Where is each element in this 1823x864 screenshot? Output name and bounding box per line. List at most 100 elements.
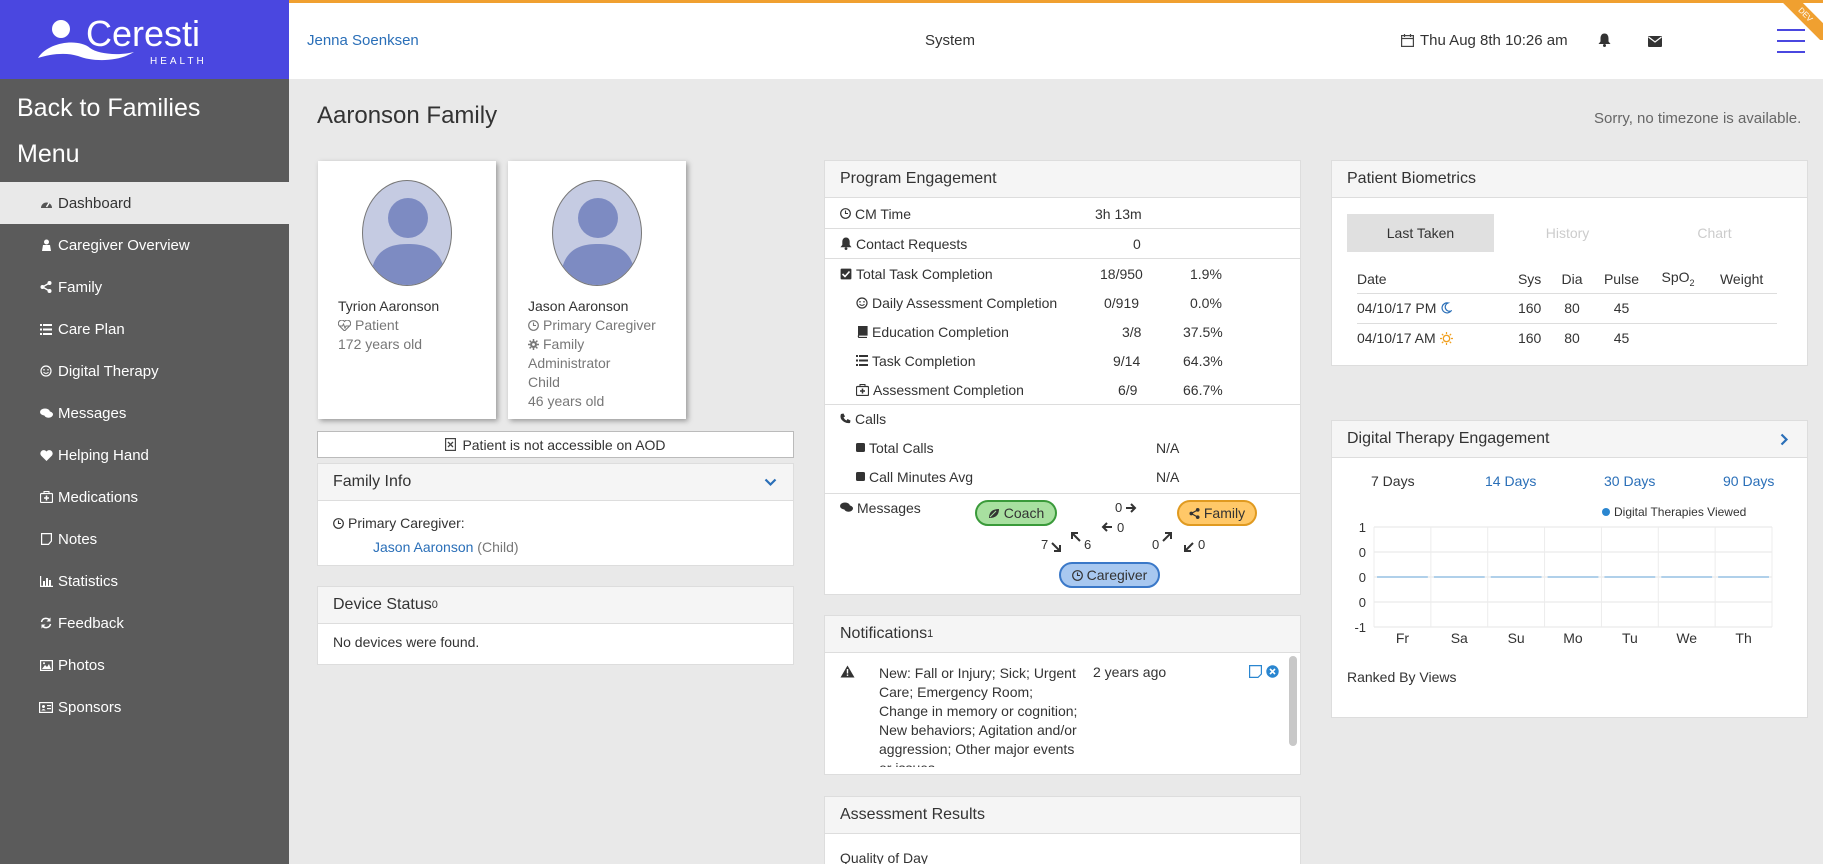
note-icon[interactable] [1249, 665, 1262, 678]
sidebar-item-label: Messages [58, 404, 127, 422]
sidebar-item-label: Notes [58, 530, 98, 548]
sidebar-item-family[interactable]: Family [0, 266, 289, 308]
task-pct: 64.3% [1183, 352, 1223, 369]
dashboard-icon [38, 198, 54, 209]
sidebar-item-label: Caregiver Overview [58, 236, 190, 254]
reading-date: 04/10/17 PM [1357, 300, 1437, 316]
list-icon [856, 355, 868, 366]
arrow-left-icon [1101, 522, 1112, 532]
table-row: 04/10/17 AM 160 80 45 [1357, 323, 1777, 353]
legend-dot [1602, 508, 1610, 516]
digital-therapy-chart: 1 0 0 0 -1 Fr Sa Su Mo Tu We Th [1354, 520, 1773, 646]
family-info-header[interactable]: Family Info [318, 464, 793, 501]
sidebar-item-care-plan[interactable]: Care Plan [0, 308, 289, 350]
envelope-icon[interactable] [1648, 34, 1662, 51]
panel-title: Program Engagement [840, 170, 997, 187]
sidebar-item-label: Statistics [58, 572, 119, 590]
dia-value: 80 [1564, 330, 1580, 347]
person-role: Primary Caregiver [543, 317, 656, 333]
notifications-scrollbar[interactable] [1289, 656, 1297, 746]
chevron-down-icon[interactable] [764, 478, 777, 487]
panel-title: Family Info [333, 473, 412, 490]
contact-requests-value: 0 [1133, 235, 1141, 252]
y-tick-label: 0 [1359, 595, 1366, 610]
caregiver-relation: (Child) [477, 539, 519, 555]
chevron-right-icon[interactable] [1780, 433, 1789, 446]
column-header: Dia [1550, 265, 1594, 294]
user-silhouette-icon [370, 198, 446, 285]
notifications-list: New: Fall or Injury; Sick; Urgent Care; … [825, 654, 1300, 767]
smile-icon [856, 296, 868, 309]
coach-pill[interactable]: Coach [975, 500, 1057, 526]
coach-to-family-count: 0 [1115, 500, 1123, 515]
weight-value [1706, 323, 1777, 353]
patient-biometrics-panel: Patient Biometrics Last Taken History Ch… [1331, 160, 1808, 366]
sidebar-item-feedback[interactable]: Feedback [0, 602, 289, 644]
comments-icon [840, 502, 853, 512]
person-name: Tyrion Aaronson [338, 298, 440, 314]
square-icon [856, 443, 865, 452]
sidebar-item-notes[interactable]: Notes [0, 518, 289, 560]
y-tick-label: 0 [1359, 545, 1366, 560]
tab-last-taken[interactable]: Last Taken [1347, 214, 1494, 252]
panel-title: Notifications [840, 625, 928, 642]
sidebar-nav: Dashboard Caregiver Overview Family Care… [0, 182, 289, 728]
dia-value: 80 [1550, 293, 1594, 324]
back-to-families-link[interactable]: Back to Families [17, 94, 201, 122]
avatar [362, 180, 452, 286]
share-icon [1189, 507, 1200, 519]
tab-7-days[interactable]: 7 Days [1371, 473, 1415, 489]
sidebar-item-label: Care Plan [58, 320, 125, 338]
sidebar-item-label: Photos [58, 656, 105, 674]
reading-date: 04/10/17 AM [1357, 330, 1436, 347]
arrow-down-left-icon [1184, 542, 1194, 552]
caregiver-name-link[interactable]: Jason Aaronson [373, 539, 474, 555]
assessment-results-header: Assessment Results [825, 797, 1300, 834]
sidebar-item-statistics[interactable]: Statistics [0, 560, 289, 602]
sidebar-item-helping-hand[interactable]: Helping Hand [0, 434, 289, 476]
user-name-link[interactable]: Jenna Soenksen [307, 32, 419, 49]
device-status-header: Device Status 0 [318, 587, 793, 624]
sidebar-item-messages[interactable]: Messages [0, 392, 289, 434]
person-card-caregiver[interactable]: Jason Aaronson Primary Caregiver Family … [508, 161, 686, 419]
contact-requests-row: Contact Requests 0 [825, 229, 1300, 258]
x-tick-label: Sa [1451, 630, 1468, 646]
chart-footer: Ranked By Views [1347, 669, 1457, 685]
sidebar-item-medications[interactable]: Medications [0, 476, 289, 518]
device-count-badge: 0 [431, 599, 438, 611]
close-circle-icon[interactable] [1266, 665, 1279, 678]
notifications-header: Notifications 1 [825, 616, 1300, 653]
sidebar-item-sponsors[interactable]: Sponsors [0, 686, 289, 728]
hamburger-menu-icon[interactable] [1777, 27, 1805, 55]
medkit-icon [856, 383, 869, 396]
arrow-up-right-icon [1162, 532, 1172, 542]
device-status-panel: Device Status 0 No devices were found. [317, 586, 794, 665]
x-tick-label: Mo [1563, 630, 1583, 646]
sidebar-item-caregiver-overview[interactable]: Caregiver Overview [0, 224, 289, 266]
calendar-icon [1401, 34, 1414, 47]
family-pill[interactable]: Family [1177, 500, 1257, 526]
bell-icon[interactable] [1598, 33, 1611, 51]
program-engagement-header: Program Engagement [825, 161, 1300, 198]
biometrics-header: Patient Biometrics [1332, 161, 1807, 198]
task-value: 9/14 [1113, 352, 1141, 369]
avatar [552, 180, 642, 286]
tab-90-days[interactable]: 90 Days [1723, 473, 1775, 489]
x-tick-label: Tu [1622, 630, 1638, 646]
sidebar-item-digital-therapy[interactable]: Digital Therapy [0, 350, 289, 392]
sidebar-item-dashboard[interactable]: Dashboard [0, 182, 289, 224]
id-card-icon [38, 701, 54, 713]
tab-14-days[interactable]: 14 Days [1485, 473, 1537, 489]
caregiver-pill[interactable]: Caregiver [1059, 562, 1160, 588]
tab-history[interactable]: History [1545, 225, 1590, 241]
column-header: Pulse [1593, 265, 1650, 294]
tab-chart[interactable]: Chart [1697, 225, 1732, 241]
person-card-patient[interactable]: Tyrion Aaronson Patient 172 years old [318, 161, 496, 419]
brand-logo[interactable]: Ceresti HEALTH [0, 0, 289, 79]
tab-30-days[interactable]: 30 Days [1604, 473, 1656, 489]
notification-text: New: Fall or Injury; Sick; Urgent Care; … [879, 665, 1078, 767]
square-icon [856, 472, 865, 481]
notifications-panel: Notifications 1 New: Fall or Injury; Sick… [824, 615, 1301, 775]
daily-assessment-row: Daily Assessment Completion 0/919 0.0% [825, 288, 1300, 317]
sidebar-item-photos[interactable]: Photos [0, 644, 289, 686]
